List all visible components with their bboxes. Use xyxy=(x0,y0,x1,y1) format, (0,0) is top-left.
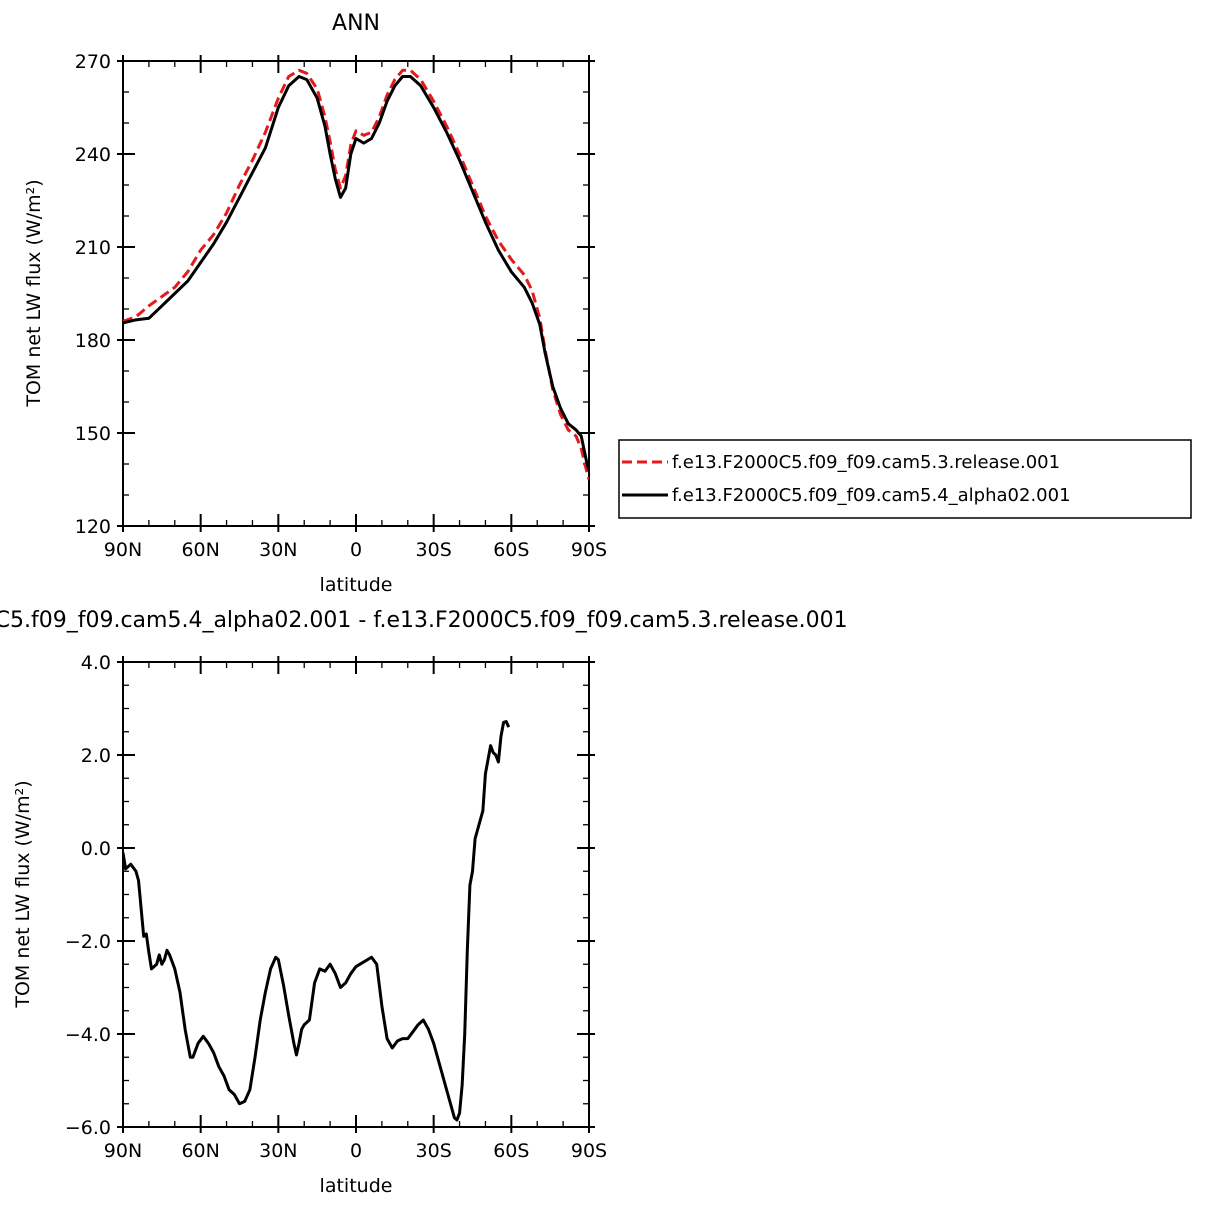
y-tick-label: −4.0 xyxy=(65,1024,111,1046)
y-tick-label: −2.0 xyxy=(65,931,111,953)
y-tick-label: 120 xyxy=(75,516,111,538)
y-tick-label: 2.0 xyxy=(81,745,111,767)
legend-label-1: f.e13.F2000C5.f09_f09.cam5.4_alpha02.001 xyxy=(672,485,1071,506)
x-tick-label: 30N xyxy=(259,1140,297,1162)
x-tick-label: 30N xyxy=(259,539,297,561)
y-tick-label: 270 xyxy=(75,51,111,73)
y-tick-label: 240 xyxy=(75,144,111,166)
x-tick-label: 90N xyxy=(104,539,142,561)
x-axis-title: latitude xyxy=(320,1175,393,1197)
x-tick-label: 0 xyxy=(350,539,362,561)
legend-label-0: f.e13.F2000C5.f09_f09.cam5.3.release.001 xyxy=(672,452,1060,473)
x-tick-label: 90S xyxy=(571,1140,607,1162)
x-tick-label: 60S xyxy=(493,1140,529,1162)
top-panel: ANN 90N 60N 30N 0 30S 60S 90S 270 240 210 180 150 120… xyxy=(23,11,607,596)
legend-box xyxy=(618,439,1192,519)
y-tick-label: −6.0 xyxy=(65,1117,111,1139)
series-line-0 xyxy=(123,68,589,480)
chart-title: f.e13.F2000C5.f09_f09.cam5.4_alpha02.001… xyxy=(0,608,848,633)
x-tick-label: 0 xyxy=(350,1140,362,1162)
y-tick-label: 0.0 xyxy=(81,838,111,860)
x-tick-label: 60N xyxy=(181,539,219,561)
y-axis-title: TOM net LW flux (W/m²) xyxy=(12,780,34,1008)
y-tick-label: 210 xyxy=(75,237,111,259)
x-tick-label: 30S xyxy=(416,539,452,561)
x-tick-label: 60N xyxy=(181,1140,219,1162)
x-tick-label: 60S xyxy=(493,539,529,561)
y-tick-label: 180 xyxy=(75,330,111,352)
chart-title: ANN xyxy=(332,11,380,36)
x-axis-title: latitude xyxy=(320,574,393,596)
series-line-1 xyxy=(123,75,589,471)
y-tick-label: 150 xyxy=(75,423,111,445)
y-tick-label: 4.0 xyxy=(81,652,111,674)
x-tick-label: 30S xyxy=(416,1140,452,1162)
legend: f.e13.F2000C5.f09_f09.cam5.3.release.001… xyxy=(618,439,1192,519)
x-tick-label: 90S xyxy=(571,539,607,561)
bottom-panel: f.e13.F2000C5.f09_f09.cam5.4_alpha02.001… xyxy=(0,608,848,1197)
y-axis-title: TOM net LW flux (W/m²) xyxy=(23,179,45,407)
x-tick-label: 90N xyxy=(104,1140,142,1162)
series-line-0 xyxy=(123,720,511,1122)
